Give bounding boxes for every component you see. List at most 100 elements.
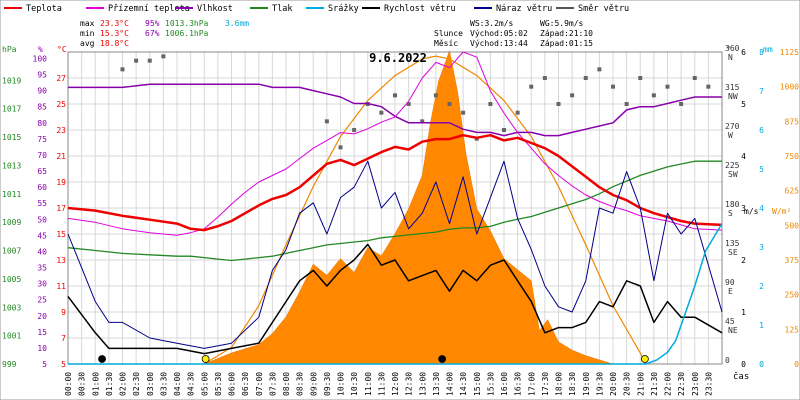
temperature-axis-tick-label: 13 bbox=[56, 256, 66, 265]
x-tick-label: 06:30 bbox=[241, 372, 250, 396]
humidity-axis-tick-label: 90 bbox=[37, 87, 47, 96]
wind-direction-point bbox=[692, 76, 697, 80]
wind-direction-tick-label: 90 bbox=[725, 278, 735, 287]
wind-direction-compass-label: SE bbox=[728, 248, 738, 257]
humidity-axis-tick-label: 30 bbox=[37, 280, 47, 289]
wind-direction-point bbox=[488, 102, 493, 106]
wind-direction-tick-label: 45 bbox=[725, 317, 735, 326]
sunrise-marker bbox=[201, 355, 210, 363]
solar-tick-label: 875 bbox=[785, 117, 800, 126]
rain-tick-label: 1 bbox=[759, 321, 764, 330]
x-tick-label: 07:00 bbox=[255, 372, 264, 396]
humidity-axis-tick-label: 75 bbox=[37, 135, 47, 144]
info-block: max 23.3°C 95% 1013.3hPa 3.6mm min 15.3°C 67% 10… bbox=[80, 19, 593, 48]
solar-tick-label: 500 bbox=[785, 221, 800, 230]
wind-speed-tick-label: 3 bbox=[741, 204, 746, 213]
humidity-axis-tick-label: 5 bbox=[42, 360, 47, 369]
rain-tick-label: 3 bbox=[759, 243, 764, 252]
wind-gust-summary: WG:5.9m/s bbox=[540, 19, 584, 28]
wind-direction-tick-label: 225 bbox=[725, 161, 740, 170]
wind-direction-point bbox=[433, 93, 438, 98]
pressure-line bbox=[67, 160, 722, 262]
humidity-axis-tick-label: 25 bbox=[37, 296, 47, 305]
wind-speed-tick-label: 4 bbox=[741, 152, 746, 161]
rain-tick-label: 4 bbox=[759, 204, 764, 213]
x-tick-label: 12:00 bbox=[391, 372, 400, 396]
rain-tick-label: 2 bbox=[759, 282, 764, 291]
stat-max-humidity: 95% bbox=[145, 19, 160, 28]
rain-line bbox=[68, 223, 723, 365]
wind-direction-compass-label: E bbox=[728, 287, 733, 296]
temperature-axis-tick-label: 27 bbox=[56, 74, 66, 83]
stat-min-humidity: 67% bbox=[145, 29, 160, 38]
wind-speed-tick-label: 0 bbox=[741, 360, 746, 369]
wind-direction-compass-label: SW bbox=[728, 170, 738, 179]
wind-direction-point bbox=[515, 110, 520, 115]
x-tick-label: 07:30 bbox=[268, 372, 277, 396]
x-tick-label: 02:00 bbox=[119, 372, 128, 396]
x-tick-label: 01:30 bbox=[105, 372, 114, 396]
solar-tick-label: 750 bbox=[785, 152, 800, 161]
pressure-axis-tick-label: 1003 bbox=[2, 303, 21, 312]
solar-axis-label: W/m² bbox=[772, 207, 791, 216]
x-tick-label: 15:30 bbox=[486, 372, 495, 396]
solar-tick-label: 1125 bbox=[780, 48, 799, 57]
wind-direction-point bbox=[406, 102, 411, 106]
pressure-axis-tick-label: 1017 bbox=[2, 105, 21, 114]
x-tick-label: 05:30 bbox=[214, 372, 223, 396]
x-tick-label: 04:00 bbox=[173, 372, 182, 396]
humidity-axis-tick-label: 80 bbox=[37, 119, 47, 128]
x-tick-label: 01:00 bbox=[91, 372, 100, 396]
x-tick-label: 20:00 bbox=[609, 372, 618, 396]
x-tick-label: 03:30 bbox=[159, 372, 168, 396]
wind-direction-point bbox=[134, 58, 139, 63]
wind-direction-point bbox=[147, 58, 152, 63]
x-tick-label: 15:00 bbox=[473, 372, 482, 396]
x-tick-label: 13:30 bbox=[432, 372, 441, 396]
solar-tick-label: 375 bbox=[785, 256, 800, 265]
x-tick-label: 04:30 bbox=[187, 372, 196, 396]
wind-speed-tick-label: 6 bbox=[741, 48, 746, 57]
x-tick-label: 17:30 bbox=[541, 372, 550, 396]
wind-speed-tick-label: 2 bbox=[741, 256, 746, 265]
humidity-axis-tick-label: 55 bbox=[37, 199, 47, 208]
temperature-line bbox=[67, 133, 723, 232]
wind-direction-point bbox=[542, 76, 547, 80]
x-tick-label: 21:00 bbox=[636, 372, 645, 396]
chart-title: 9.6.2022 bbox=[369, 51, 427, 65]
solar-radiation-area bbox=[204, 49, 614, 365]
x-tick-label: 20:30 bbox=[623, 372, 632, 396]
solar-tick-label: 625 bbox=[785, 187, 800, 196]
sunset-marker bbox=[640, 355, 649, 363]
pressure-axis-tick-label: 999 bbox=[2, 360, 17, 369]
pressure-axis-tick-label: 1001 bbox=[2, 332, 21, 341]
legend-label: Náraz větru bbox=[496, 4, 552, 14]
solar-tick-label: 1000 bbox=[780, 83, 799, 92]
wind-direction-point bbox=[420, 119, 425, 124]
temperature-axis-tick-label: 19 bbox=[56, 178, 66, 187]
x-tick-label: 22:30 bbox=[677, 372, 686, 396]
humidity-axis-tick-label: 70 bbox=[37, 151, 47, 160]
legend-label: Přízemní teplota bbox=[108, 4, 190, 14]
humidity-axis-tick-label: 10 bbox=[37, 344, 47, 353]
solar-tick-label: 250 bbox=[785, 291, 800, 300]
x-tick-label: 05:00 bbox=[200, 372, 209, 396]
temperature-axis-tick-label: 9 bbox=[61, 308, 66, 317]
solar-tick-label: 125 bbox=[785, 325, 800, 334]
wind-direction-tick-label: 135 bbox=[725, 239, 740, 248]
temperature-axis-tick-label: 17 bbox=[56, 204, 66, 213]
ground-temperature-line bbox=[67, 51, 723, 236]
x-tick-label: 02:30 bbox=[132, 372, 141, 396]
x-tick-label: 09:30 bbox=[323, 372, 332, 396]
moonrise-time: Východ:13:44 bbox=[470, 39, 528, 48]
x-tick-label: 11:00 bbox=[364, 372, 373, 396]
x-tick-label: 18:30 bbox=[568, 372, 577, 396]
legend-label: Směr větru bbox=[578, 4, 629, 14]
pressure-axis-tick-label: 1005 bbox=[2, 275, 21, 284]
x-tick-label: 00:30 bbox=[78, 372, 87, 396]
x-tick-label: 13:00 bbox=[418, 372, 427, 396]
sun-moon-markers bbox=[98, 355, 649, 363]
stat-avg-label: avg bbox=[80, 39, 95, 48]
wind-direction-point bbox=[338, 145, 343, 150]
